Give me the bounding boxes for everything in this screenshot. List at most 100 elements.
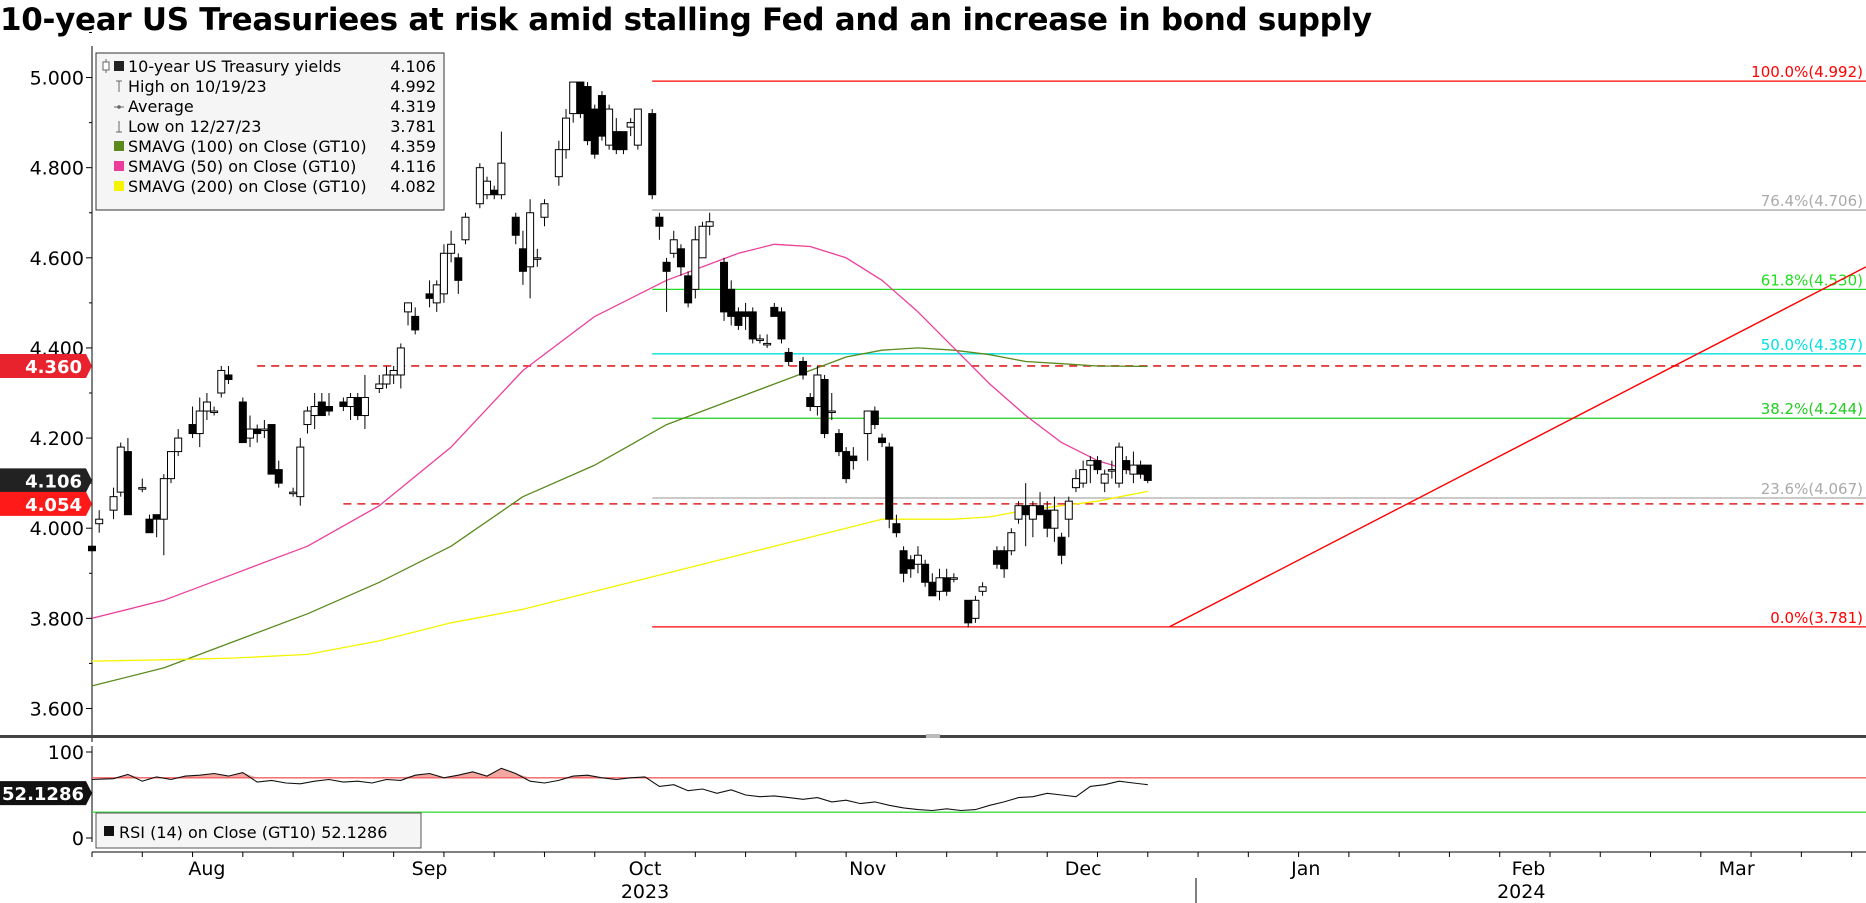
rsi-value-tag-label: 52.1286	[2, 784, 84, 805]
candle	[691, 226, 700, 299]
candle	[770, 302, 779, 317]
rsi-legend-label: RSI (14) on Close (GT10) 52.1286	[119, 823, 387, 842]
candle	[88, 537, 96, 560]
legend-swatch	[114, 181, 124, 191]
candle	[849, 447, 858, 470]
candle-body-up	[863, 410, 872, 435]
candle	[289, 487, 298, 497]
candle-body-up	[1014, 505, 1023, 520]
candle-body-down	[454, 257, 463, 281]
candle-body-down	[1043, 509, 1052, 529]
candle-body-up	[296, 446, 305, 498]
candle-body-down	[590, 108, 599, 155]
candle-body-down	[1000, 550, 1009, 570]
candle	[554, 140, 563, 186]
candle	[813, 365, 822, 416]
candle	[260, 420, 269, 439]
candle-body-down	[770, 306, 779, 317]
candle	[152, 514, 161, 538]
candle	[1036, 492, 1045, 516]
candle-body-down	[353, 397, 362, 417]
candle	[612, 118, 621, 155]
legend-value: 4.116	[390, 157, 436, 176]
y-tick-label: 4.000	[30, 518, 84, 540]
candle-body-up	[116, 446, 125, 493]
candle-body-up	[475, 167, 484, 205]
candle-body-down	[684, 275, 693, 304]
fib-label: 38.2%(4.244)	[1761, 400, 1863, 418]
price-tag-shape	[0, 491, 92, 516]
x-month-label: Feb	[1512, 858, 1546, 880]
candle	[562, 109, 571, 159]
candle	[540, 199, 549, 227]
candle-body-up	[554, 149, 563, 178]
legend-row: Low on 12/27/23 3.781	[116, 117, 436, 136]
candle	[382, 365, 391, 389]
legend-row: SMAVG (100) on Close (GT10) 4.359	[114, 137, 436, 156]
x-year-label: 2023	[621, 881, 669, 903]
candle	[483, 176, 492, 200]
rsi-tick-label: 100	[48, 742, 84, 764]
candle	[913, 546, 922, 574]
candle	[439, 244, 448, 303]
candle-body-down	[583, 86, 592, 142]
candle-body-up	[935, 577, 944, 592]
candle-body-up	[978, 586, 987, 592]
legend-label: SMAVG (200) on Close (GT10)	[128, 177, 367, 196]
candle-body-down	[1122, 460, 1131, 471]
candle-body-down	[648, 113, 657, 196]
legend-candle-icon	[102, 61, 110, 71]
legend-label: 10-year US Treasury yields	[128, 57, 341, 76]
candle	[1007, 528, 1016, 556]
candle-body-down	[1143, 464, 1152, 481]
candle-body-down	[899, 550, 908, 574]
candle	[310, 393, 319, 430]
candle	[662, 257, 671, 312]
candle	[396, 343, 405, 389]
candle	[863, 410, 872, 461]
rsi-legend: RSI (14) on Close (GT10) 52.1286	[95, 812, 422, 849]
candle	[978, 582, 987, 596]
price-tags: 4.360 4.106 4.054	[0, 353, 92, 516]
moving-averages	[91, 243, 1148, 687]
candle	[95, 510, 104, 533]
y-tick-label: 4.600	[30, 248, 84, 270]
candle	[799, 356, 808, 380]
candle	[569, 81, 578, 123]
chart-title: 10-year US Treasuriees at risk amid stal…	[0, 2, 1372, 38]
candle-body-up	[1050, 509, 1059, 529]
candle	[267, 424, 276, 475]
candle	[1136, 460, 1145, 479]
candle	[454, 253, 463, 294]
candle	[109, 487, 118, 520]
candle	[755, 334, 764, 344]
candle	[870, 406, 879, 430]
candle-body-up	[404, 302, 413, 313]
candle-body-down	[576, 81, 585, 115]
candle	[1079, 460, 1088, 488]
candle	[339, 397, 348, 412]
candle-body-down	[820, 378, 829, 435]
candle	[971, 595, 980, 623]
candle	[533, 248, 542, 267]
trendline	[1169, 266, 1866, 628]
candle-body-up	[1100, 473, 1109, 484]
candle	[167, 451, 176, 484]
candle-body-up	[1028, 505, 1037, 520]
candle-body-down	[1036, 505, 1045, 516]
fib-label: 50.0%(4.387)	[1761, 336, 1863, 354]
candle-body-up	[1107, 469, 1116, 472]
rsi-panel: 0 100 52.1286	[0, 742, 1866, 850]
legend-label: High on 10/19/23	[128, 77, 267, 96]
candle-body-up	[633, 108, 642, 146]
candle	[655, 212, 664, 240]
rsi-value-tag-shape	[0, 781, 92, 806]
legend-row: 10-year US Treasury yields 4.106	[102, 57, 436, 76]
legend-average-icon	[117, 105, 121, 109]
candle	[784, 347, 793, 366]
candle-body-up	[698, 225, 707, 259]
x-month-label: Oct	[629, 858, 662, 880]
candle	[820, 374, 829, 439]
fib-label: 61.8%(4.530)	[1761, 271, 1863, 289]
